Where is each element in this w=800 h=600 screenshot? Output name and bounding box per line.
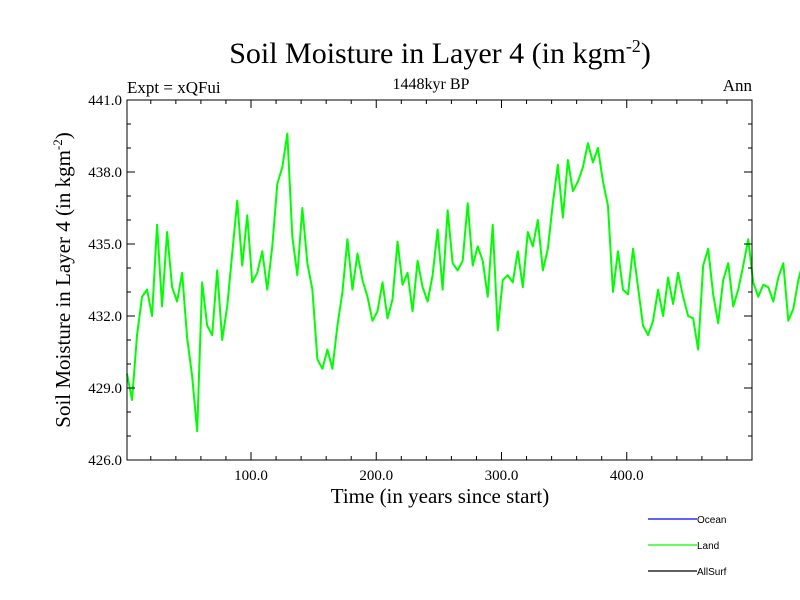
chart-title-superscript: -2: [626, 36, 641, 56]
legend-label: AllSurf: [697, 567, 727, 578]
chart-title-close: ): [641, 37, 651, 70]
y-tick-label: 435.0: [88, 237, 122, 253]
y-tick-label: 429.0: [88, 381, 122, 397]
legend-item-land: Land: [648, 541, 719, 552]
y-tick-label: 432.0: [88, 309, 122, 325]
y-axis-label-main: Soil Moisture in Layer 4 (in kgm: [51, 150, 75, 428]
legend-label: Land: [697, 541, 719, 552]
x-tick-label: 200.0: [359, 468, 393, 484]
x-tick-label: 400.0: [610, 468, 644, 484]
y-tick-label: 441.0: [88, 93, 122, 109]
chart-subtitle: 1448kyr BP: [393, 76, 470, 93]
series-layer: [126, 132, 800, 433]
y-axis-label-close: ): [51, 132, 75, 139]
x-axis-label: Time (in years since start): [331, 484, 550, 508]
experiment-label: Expt = xQFui: [127, 78, 221, 97]
legend-label: Ocean: [697, 515, 726, 526]
chart-title-main: Soil Moisture in Layer 4 (in kgm: [229, 37, 626, 70]
chart-title: Soil Moisture in Layer 4 (in kgm-2): [229, 36, 651, 70]
y-tick-label: 438.0: [88, 165, 122, 181]
x-tick-label: 100.0: [234, 468, 268, 484]
legend: Ocean Land AllSurf: [648, 515, 727, 578]
ticks-layer: 100.0 200.0 300.0 400.0 426.0 429.0 432.0 435.0…: [88, 93, 752, 484]
series-line-land: [126, 132, 800, 433]
legend-item-allsurf: AllSurf: [648, 567, 727, 578]
plot-frame: [126, 99, 753, 461]
x-tick-label: 300.0: [485, 468, 519, 484]
y-axis-label-superscript: -2: [50, 139, 65, 150]
season-label: Ann: [723, 76, 753, 95]
y-tick-label: 426.0: [88, 453, 122, 469]
legend-item-ocean: Ocean: [648, 515, 726, 526]
y-axis-label: Soil Moisture in Layer 4 (in kgm-2): [50, 132, 75, 427]
